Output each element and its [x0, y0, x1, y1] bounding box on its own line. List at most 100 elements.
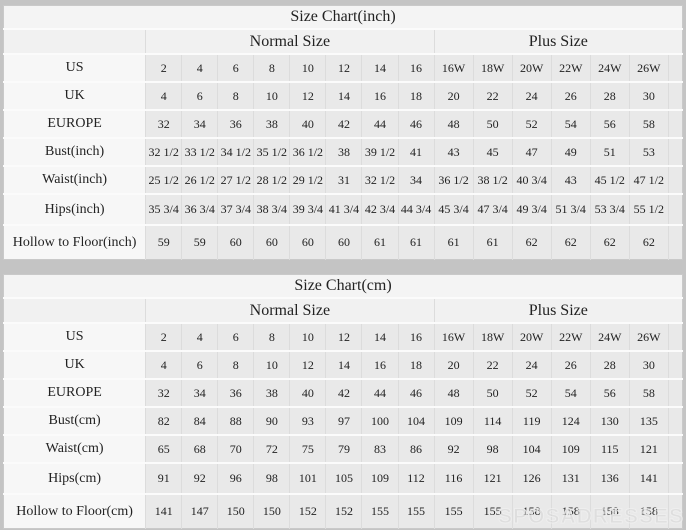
- size-value: 35 3/4: [145, 193, 182, 225]
- size-value: 121: [628, 434, 669, 463]
- size-value: 6: [217, 322, 254, 351]
- size-value: 26W: [628, 53, 669, 82]
- size-value: 90: [253, 406, 290, 435]
- size-value: 34: [181, 378, 218, 407]
- size-value: 30: [628, 350, 669, 379]
- group-header: Plus Size: [433, 28, 683, 54]
- empty-cell: [667, 462, 683, 494]
- size-value: 141: [628, 462, 669, 494]
- size-value: 41: [397, 137, 435, 166]
- size-value: 92: [181, 462, 218, 494]
- size-value: 2: [145, 322, 182, 351]
- size-value: 58: [628, 109, 669, 138]
- table-title: Size Chart(cm): [3, 274, 683, 298]
- size-value: 61: [361, 224, 399, 260]
- size-value: 152: [289, 493, 326, 529]
- size-value: 62: [511, 224, 552, 260]
- size-value: 59: [181, 224, 218, 260]
- size-value: 49: [550, 137, 591, 166]
- size-value: 38: [253, 109, 290, 138]
- size-value: 41 3/4: [325, 193, 362, 225]
- size-value: 2: [145, 53, 182, 82]
- size-value: 47 1/2: [628, 165, 669, 194]
- size-value: 58: [628, 378, 669, 407]
- size-value: 14: [325, 350, 362, 379]
- size-value: 109: [550, 434, 591, 463]
- size-value: 46: [397, 109, 435, 138]
- size-value: 28: [589, 350, 630, 379]
- size-value: 4: [181, 322, 218, 351]
- size-value: 20W: [511, 53, 552, 82]
- size-value: 135: [628, 406, 669, 435]
- size-value: 36: [217, 378, 254, 407]
- size-value: 88: [217, 406, 254, 435]
- size-value: 10: [253, 81, 290, 110]
- size-value: 158: [589, 493, 630, 529]
- size-value: 6: [181, 81, 218, 110]
- size-value: 92: [433, 434, 474, 463]
- size-value: 38: [325, 137, 362, 166]
- size-value: 20: [433, 81, 474, 110]
- empty-cell: [667, 350, 683, 379]
- empty-cell: [667, 322, 683, 351]
- size-value: 91: [145, 462, 182, 494]
- size-value: 40: [289, 109, 326, 138]
- group-header: Normal Size: [145, 28, 435, 54]
- size-value: 62: [589, 224, 630, 260]
- size-value: 70: [217, 434, 254, 463]
- size-value: 130: [589, 406, 630, 435]
- size-value: 136: [589, 462, 630, 494]
- size-value: 43: [550, 165, 591, 194]
- size-value: 16: [397, 53, 435, 82]
- size-value: 18W: [472, 322, 513, 351]
- row-label: Waist(cm): [3, 434, 146, 463]
- size-value: 18: [397, 81, 435, 110]
- size-value: 46: [397, 378, 435, 407]
- size-value: 12: [325, 53, 362, 82]
- size-value: 36 3/4: [181, 193, 218, 225]
- size-value: 4: [181, 53, 218, 82]
- size-value: 54: [550, 109, 591, 138]
- size-value: 4: [145, 81, 182, 110]
- size-value: 39 1/2: [361, 137, 399, 166]
- size-value: 37 3/4: [217, 193, 254, 225]
- size-value: 158: [550, 493, 591, 529]
- size-value: 48: [433, 378, 474, 407]
- empty-cell: [667, 224, 683, 260]
- size-value: 44 3/4: [397, 193, 435, 225]
- empty-cell: [667, 165, 683, 194]
- size-value: 12: [289, 81, 326, 110]
- size-value: 36 1/2: [289, 137, 326, 166]
- size-value: 112: [397, 462, 435, 494]
- size-chart-cm-table: Size Chart(cm) Normal Size Plus Size US 2 4 6 8…: [3, 274, 683, 529]
- size-value: 28 1/2: [253, 165, 290, 194]
- size-value: 12: [325, 322, 362, 351]
- size-value: 56: [589, 378, 630, 407]
- row-label: UK: [3, 81, 146, 110]
- size-value: 42: [325, 378, 362, 407]
- row-label: US: [3, 53, 146, 82]
- size-value: 54: [550, 378, 591, 407]
- size-value: 10: [289, 53, 326, 82]
- size-value: 53: [628, 137, 669, 166]
- size-value: 22W: [550, 322, 591, 351]
- size-value: 30: [628, 81, 669, 110]
- size-value: 24W: [589, 322, 630, 351]
- size-value: 10: [289, 322, 326, 351]
- row-label: Hips(cm): [3, 462, 146, 494]
- size-value: 155: [472, 493, 513, 529]
- size-value: 24: [511, 81, 552, 110]
- size-value: 48: [433, 109, 474, 138]
- size-value: 32: [145, 378, 182, 407]
- size-value: 44: [361, 378, 399, 407]
- size-value: 62: [550, 224, 591, 260]
- size-value: 55 1/2: [628, 193, 669, 225]
- size-value: 25 1/2: [145, 165, 182, 194]
- size-value: 8: [217, 350, 254, 379]
- size-value: 105: [325, 462, 362, 494]
- size-value: 26: [550, 81, 591, 110]
- size-value: 83: [361, 434, 399, 463]
- group-header: Normal Size: [145, 297, 435, 323]
- size-value: 155: [361, 493, 399, 529]
- size-value: 96: [217, 462, 254, 494]
